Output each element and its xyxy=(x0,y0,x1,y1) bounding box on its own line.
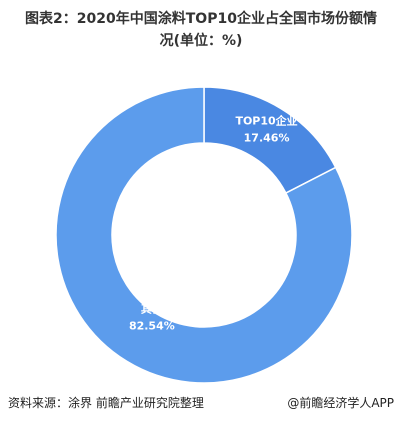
slice-label: 其他 xyxy=(141,301,163,315)
slice-label: TOP10企业 xyxy=(235,114,297,128)
slice-value: 17.46% xyxy=(244,132,290,145)
source: 资料来源：涂界 前瞻产业研究院整理 xyxy=(8,396,204,410)
chart-title: 图表2：2020年中国涂料TOP10企业占全国市场份额情况(单位：%) xyxy=(25,11,377,49)
credit: @前瞻经济学人APP xyxy=(287,396,394,410)
slice xyxy=(55,86,353,384)
slice-value: 82.54% xyxy=(129,319,175,332)
